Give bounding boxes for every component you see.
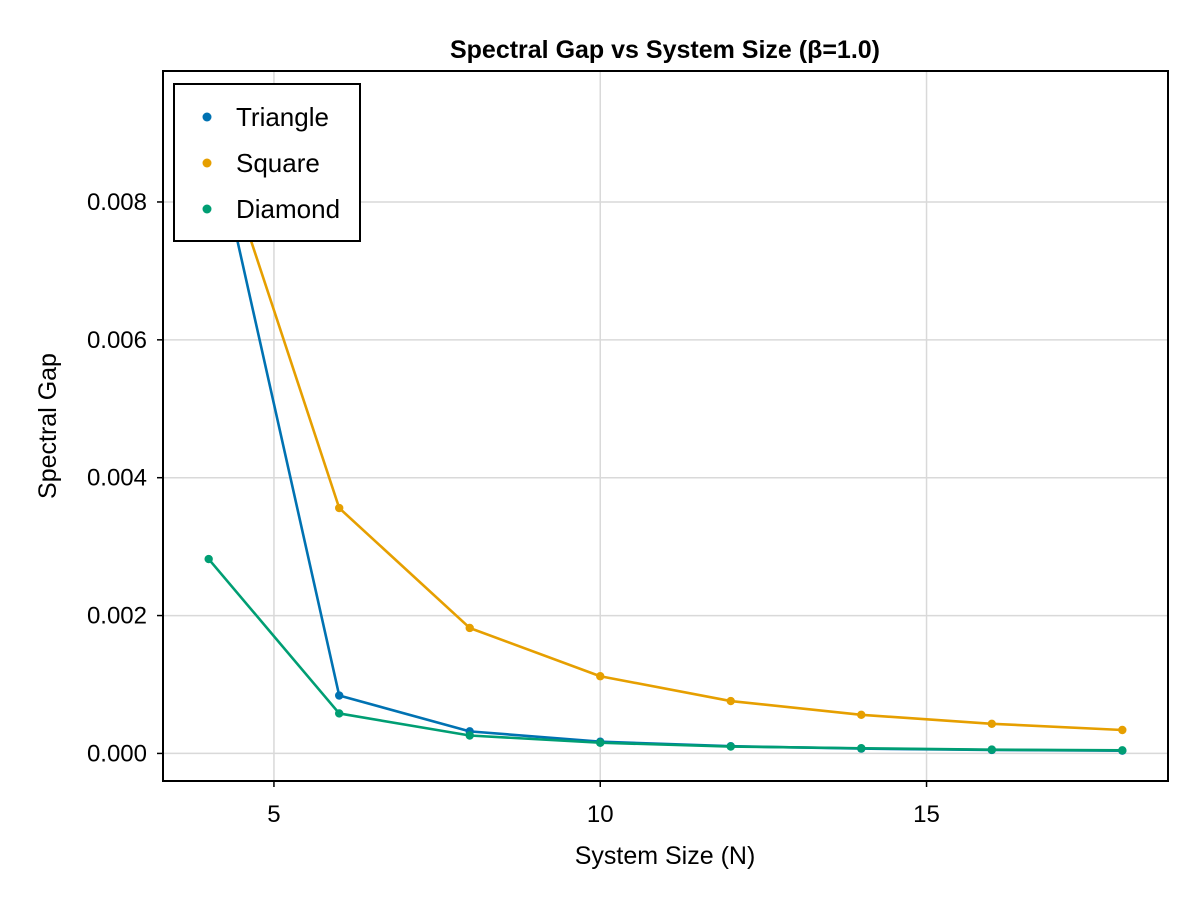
data-point-diamond bbox=[857, 744, 865, 752]
y-tick-label: 0.002 bbox=[87, 603, 147, 630]
y-axis-label: Spectral Gap bbox=[34, 353, 62, 499]
data-point-square bbox=[988, 720, 996, 728]
data-point-diamond bbox=[1118, 746, 1126, 754]
data-point-square bbox=[596, 672, 604, 680]
data-point-square bbox=[1118, 726, 1126, 734]
legend-label-diamond: Diamond bbox=[236, 194, 340, 224]
data-point-diamond bbox=[466, 731, 474, 739]
legend-marker-diamond bbox=[203, 205, 212, 214]
data-point-square bbox=[466, 624, 474, 632]
legend-marker-square bbox=[203, 159, 212, 168]
y-tick-label: 0.008 bbox=[87, 189, 147, 216]
legend-label-triangle: Triangle bbox=[236, 102, 329, 132]
x-tick-label: 15 bbox=[913, 801, 940, 828]
x-tick-label: 10 bbox=[587, 801, 614, 828]
data-point-square bbox=[857, 711, 865, 719]
y-tick-label: 0.004 bbox=[87, 465, 147, 492]
x-axis-label: System Size (N) bbox=[575, 842, 756, 870]
data-point-triangle bbox=[335, 691, 343, 699]
data-point-square bbox=[727, 697, 735, 705]
data-point-square bbox=[335, 504, 343, 512]
x-tick-label: 5 bbox=[267, 801, 280, 828]
data-point-diamond bbox=[204, 555, 212, 563]
legend-label-square: Square bbox=[236, 148, 320, 178]
data-point-diamond bbox=[727, 742, 735, 750]
data-point-diamond bbox=[335, 709, 343, 717]
y-tick-label: 0.006 bbox=[87, 327, 147, 354]
legend-marker-triangle bbox=[203, 113, 212, 122]
legend: Triangle Square Diamond bbox=[174, 84, 360, 241]
chart-title: Spectral Gap vs System Size (β=1.0) bbox=[450, 36, 880, 64]
data-point-diamond bbox=[596, 739, 604, 747]
data-point-diamond bbox=[988, 745, 996, 753]
y-tick-label: 0.000 bbox=[87, 740, 147, 767]
